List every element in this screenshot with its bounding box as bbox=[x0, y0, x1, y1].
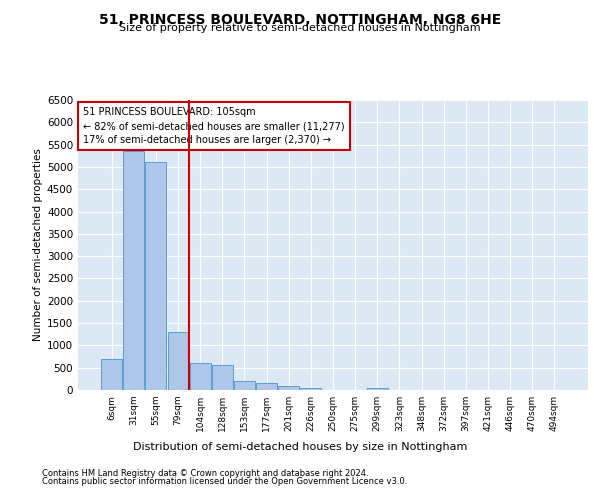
Bar bbox=[301, 388, 322, 390]
Text: 51 PRINCESS BOULEVARD: 105sqm
← 82% of semi-detached houses are smaller (11,277): 51 PRINCESS BOULEVARD: 105sqm ← 82% of s… bbox=[83, 108, 345, 146]
Text: 51, PRINCESS BOULEVARD, NOTTINGHAM, NG8 6HE: 51, PRINCESS BOULEVARD, NOTTINGHAM, NG8 … bbox=[99, 12, 501, 26]
Bar bbox=[167, 332, 188, 390]
Bar bbox=[190, 363, 211, 390]
Bar bbox=[124, 152, 145, 390]
Text: Contains HM Land Registry data © Crown copyright and database right 2024.: Contains HM Land Registry data © Crown c… bbox=[42, 468, 368, 477]
Y-axis label: Number of semi-detached properties: Number of semi-detached properties bbox=[33, 148, 43, 342]
Bar bbox=[278, 386, 299, 390]
Bar bbox=[256, 384, 277, 390]
Text: Distribution of semi-detached houses by size in Nottingham: Distribution of semi-detached houses by … bbox=[133, 442, 467, 452]
Bar bbox=[145, 162, 166, 390]
Bar bbox=[101, 359, 122, 390]
Bar bbox=[234, 381, 255, 390]
Text: Contains public sector information licensed under the Open Government Licence v3: Contains public sector information licen… bbox=[42, 477, 407, 486]
Text: Size of property relative to semi-detached houses in Nottingham: Size of property relative to semi-detach… bbox=[119, 23, 481, 33]
Bar bbox=[212, 366, 233, 390]
Bar bbox=[367, 388, 388, 390]
